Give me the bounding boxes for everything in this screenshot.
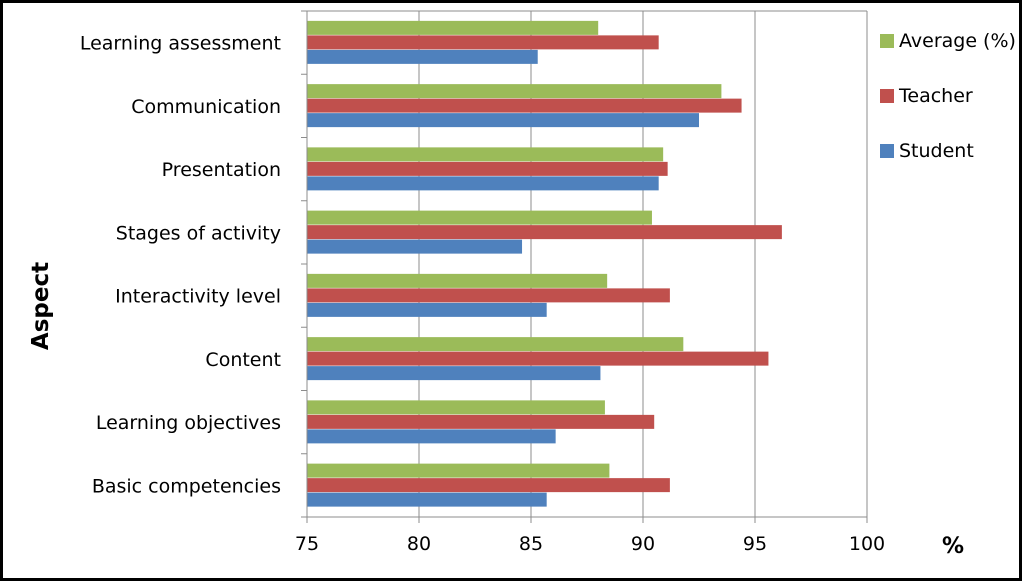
- bar-average: [307, 20, 599, 35]
- bar-average: [307, 84, 722, 99]
- bar-average: [307, 210, 652, 225]
- bar-teacher: [307, 161, 668, 176]
- y-axis-title: Aspect: [28, 262, 54, 350]
- legend-label: Student: [899, 140, 974, 162]
- legend: Average (%) Teacher Student: [880, 30, 1016, 162]
- bar-teacher: [307, 478, 670, 493]
- bar-average: [307, 273, 608, 288]
- bar-teacher: [307, 288, 670, 303]
- bar-student: [307, 366, 601, 381]
- x-tick-labels: 75 80 85 90 95 100: [295, 533, 885, 555]
- bar-teacher: [307, 225, 782, 240]
- bar-student: [307, 49, 538, 64]
- legend-label: Teacher: [898, 85, 973, 107]
- x-tick-label: 90: [631, 533, 655, 555]
- x-tick-label: 85: [519, 533, 543, 555]
- category-label: Stages of activity: [116, 222, 281, 244]
- x-tick-label: 80: [407, 533, 431, 555]
- bar-average: [307, 400, 605, 415]
- bar-student: [307, 429, 556, 444]
- category-label: Learning assessment: [80, 33, 281, 55]
- bar-average: [307, 337, 684, 352]
- axes: [301, 10, 868, 523]
- bar-student: [307, 492, 547, 507]
- bar-student: [307, 239, 523, 254]
- category-label: Interactivity level: [115, 286, 281, 308]
- category-label: Basic competencies: [92, 475, 281, 497]
- category-label: Learning objectives: [96, 412, 281, 434]
- bars: [307, 20, 782, 507]
- category-label: Presentation: [162, 159, 281, 181]
- legend-swatch: [880, 34, 894, 48]
- category-labels: Basic competencies Learning objectives Con…: [80, 33, 281, 498]
- bar-teacher: [307, 351, 769, 366]
- bar-average: [307, 147, 664, 162]
- bar-teacher: [307, 35, 659, 50]
- category-label: Communication: [131, 96, 281, 118]
- legend-swatch: [880, 144, 894, 158]
- bar-teacher: [307, 98, 742, 113]
- bar-student: [307, 176, 659, 191]
- x-axis-title: %: [942, 534, 964, 559]
- x-tick-label: 75: [295, 533, 319, 555]
- bar-student: [307, 113, 699, 128]
- legend-label: Average (%): [899, 30, 1016, 52]
- category-label: Content: [205, 349, 281, 371]
- x-tick-label: 100: [849, 533, 885, 555]
- bar-average: [307, 463, 610, 478]
- legend-swatch: [880, 89, 894, 103]
- x-tick-label: 95: [743, 533, 767, 555]
- bar-student: [307, 302, 547, 317]
- bar-teacher: [307, 414, 655, 429]
